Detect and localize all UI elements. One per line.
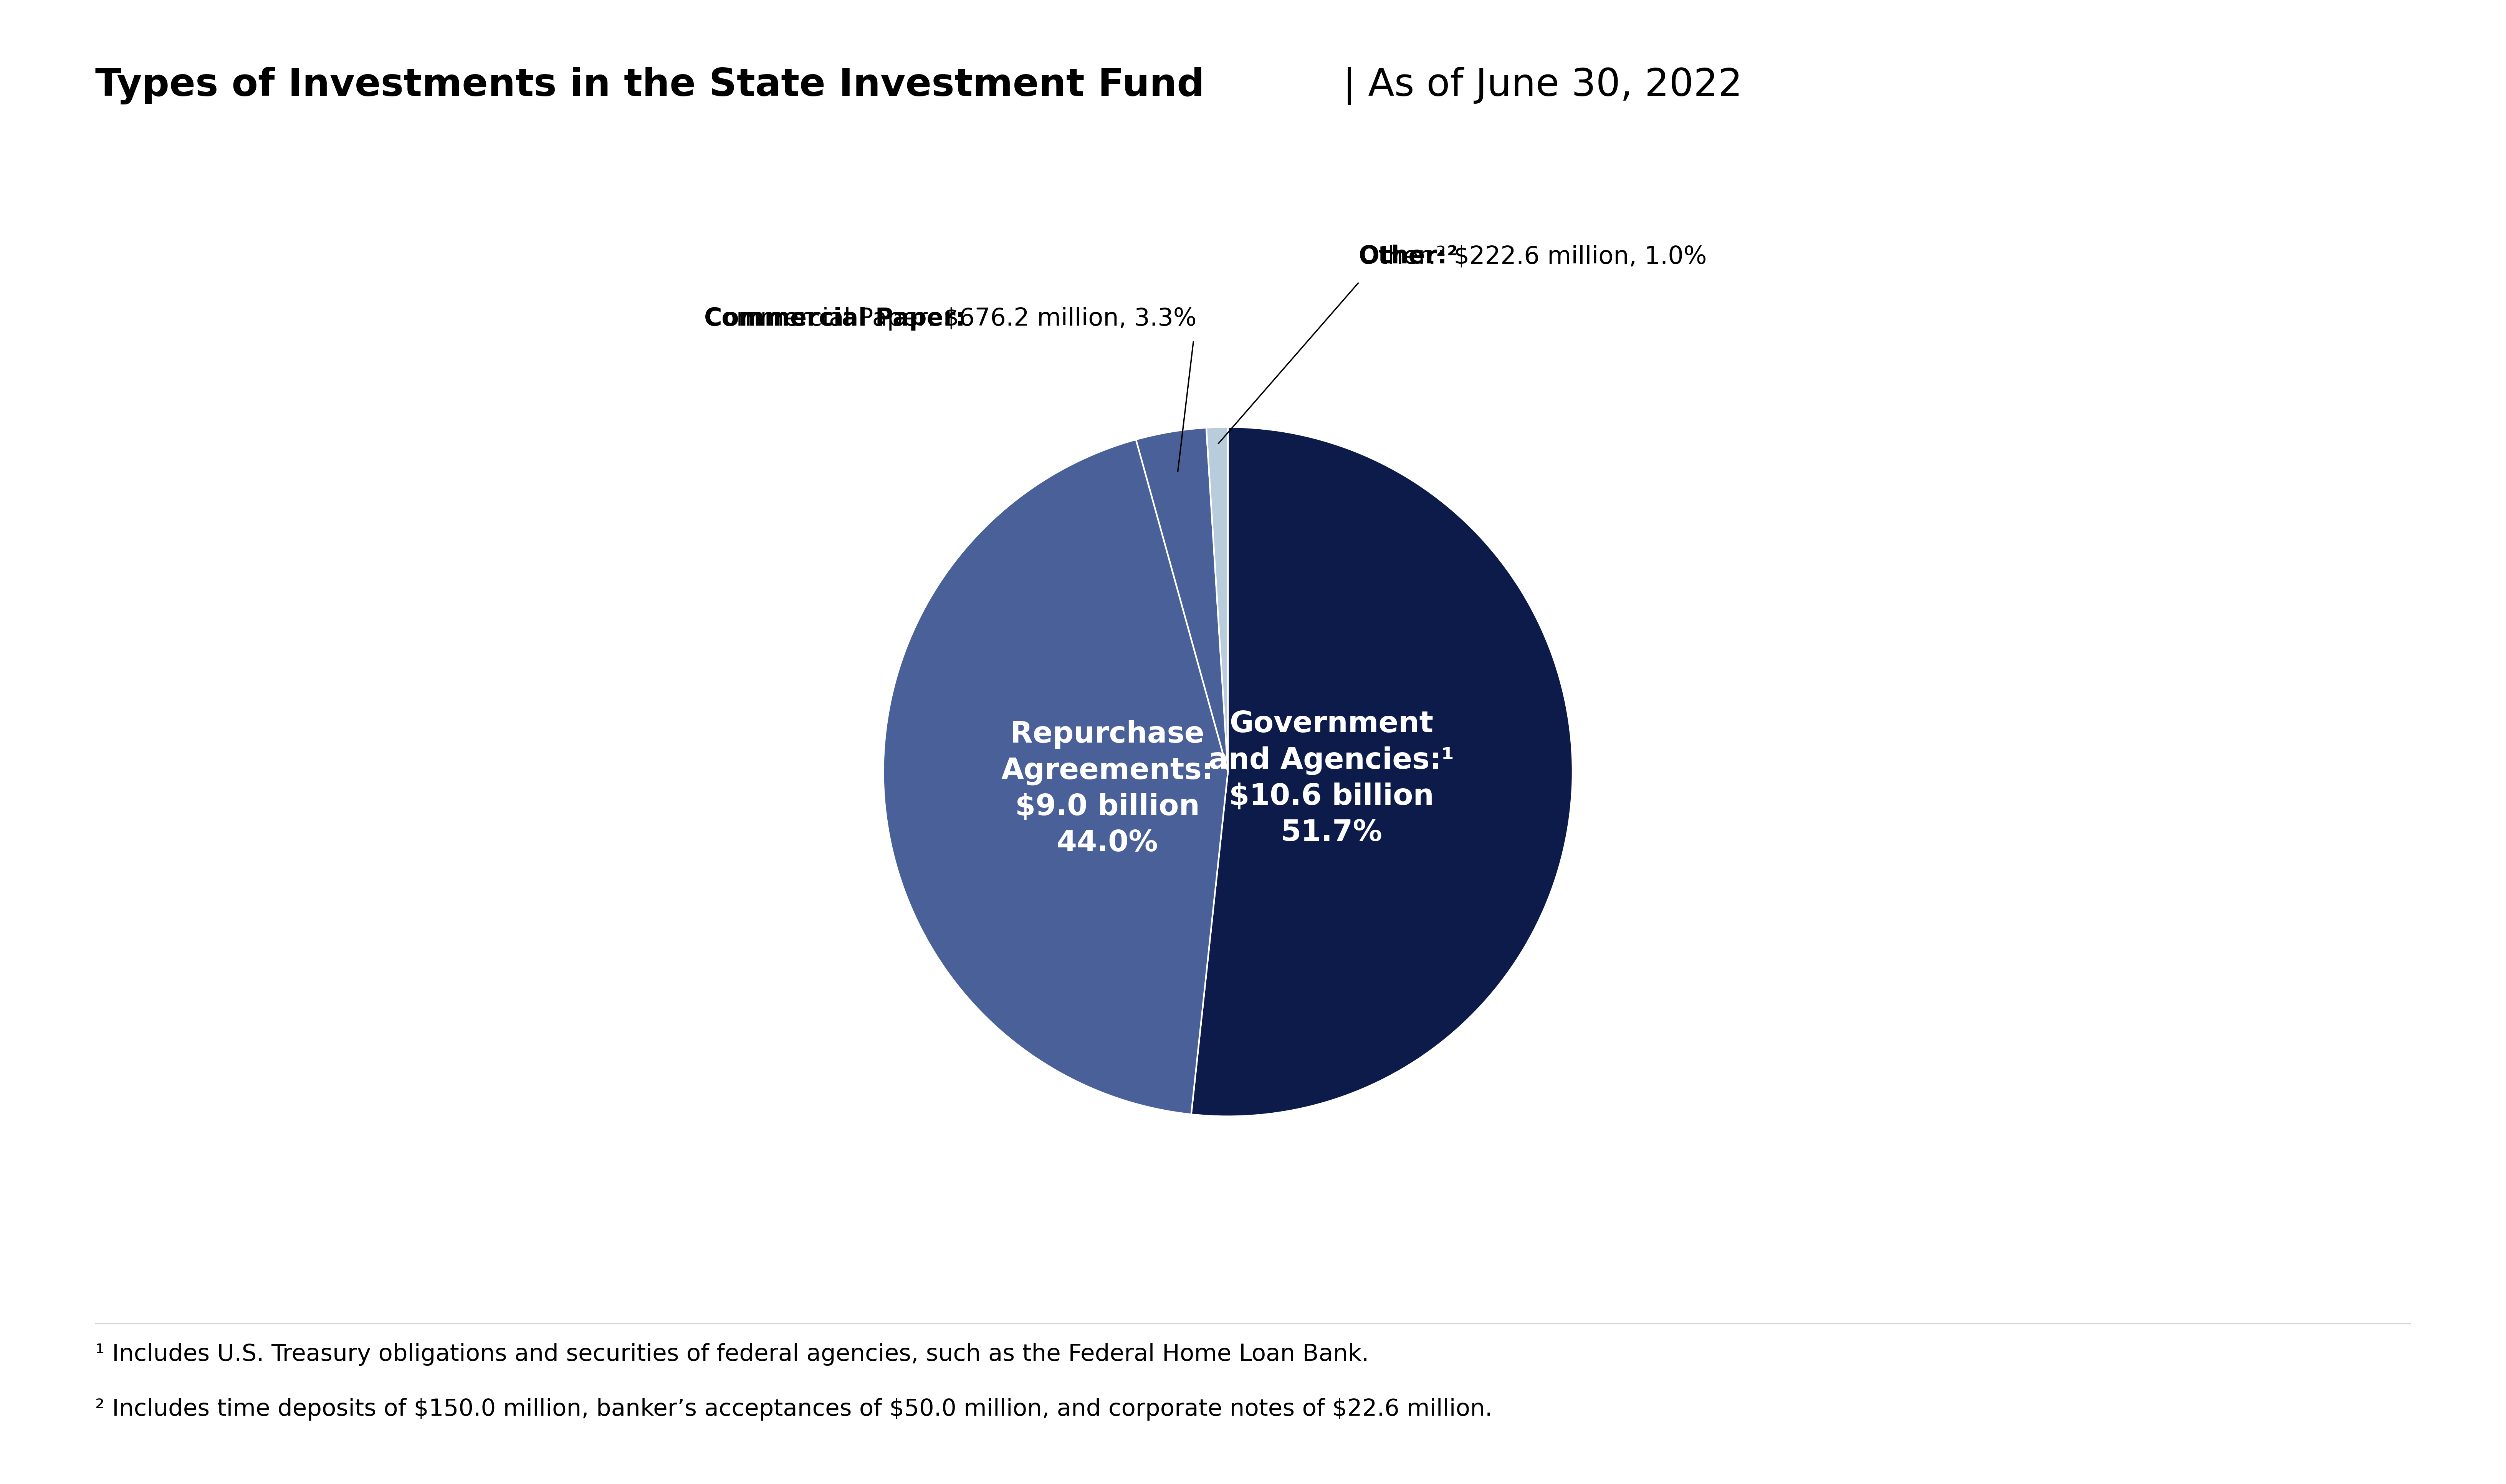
Wedge shape (882, 439, 1228, 1114)
Text: ² Includes time deposits of $150.0 million, banker’s acceptances of $50.0 millio: ² Includes time deposits of $150.0 milli… (95, 1398, 1494, 1420)
Text: Other:²: Other:² (1358, 245, 1458, 269)
Wedge shape (1190, 427, 1574, 1116)
Text: Repurchase
Agreements:
$9.0 billion
44.0%: Repurchase Agreements: $9.0 billion 44.0… (1000, 720, 1213, 858)
Text: Other:² $222.6 million, 1.0%: Other:² $222.6 million, 1.0% (1358, 245, 1707, 269)
Text: Government
and Agencies:¹
$10.6 billion
51.7%: Government and Agencies:¹ $10.6 billion … (1208, 709, 1453, 847)
Wedge shape (1205, 427, 1228, 772)
Text: Commercial Paper:: Commercial Paper: (704, 307, 965, 331)
Text: ¹ Includes U.S. Treasury obligations and securities of federal agencies, such as: ¹ Includes U.S. Treasury obligations and… (95, 1343, 1368, 1365)
Wedge shape (1135, 427, 1228, 772)
Text: Types of Investments in the State Investment Fund: Types of Investments in the State Invest… (95, 67, 1205, 104)
Text: | As of June 30, 2022: | As of June 30, 2022 (1331, 67, 1742, 105)
Text: Commercial Paper: $676.2 million, 3.3%: Commercial Paper: $676.2 million, 3.3% (704, 307, 1195, 331)
